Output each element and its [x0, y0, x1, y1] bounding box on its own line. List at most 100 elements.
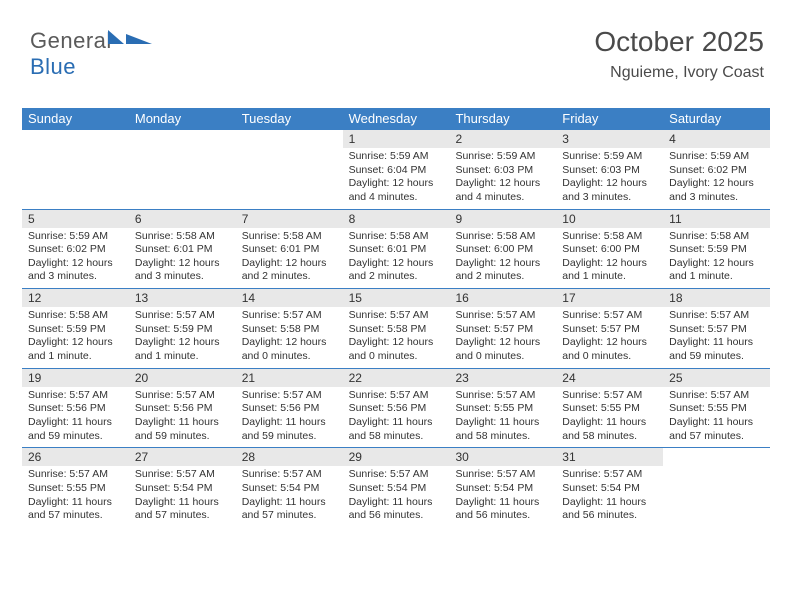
sunrise-text: Sunrise: 5:58 AM [669, 230, 764, 244]
daylight-text: Daylight: 12 hours and 3 minutes. [28, 257, 123, 284]
daylight-text: Daylight: 12 hours and 0 minutes. [349, 336, 444, 363]
sunset-text: Sunset: 5:54 PM [455, 482, 550, 496]
day-details: Sunrise: 5:57 AMSunset: 5:57 PMDaylight:… [556, 307, 663, 368]
day-details: Sunrise: 5:57 AMSunset: 5:55 PMDaylight:… [556, 387, 663, 448]
calendar-day: 9Sunrise: 5:58 AMSunset: 6:00 PMDaylight… [449, 210, 556, 289]
brand-part2: Blue [30, 54, 76, 79]
sunset-text: Sunset: 6:03 PM [455, 164, 550, 178]
day-number: 8 [343, 210, 450, 228]
sunset-text: Sunset: 5:55 PM [455, 402, 550, 416]
weekday-label: Sunday [22, 108, 129, 130]
calendar-day: 21Sunrise: 5:57 AMSunset: 5:56 PMDayligh… [236, 369, 343, 448]
day-number: 11 [663, 210, 770, 228]
calendar-week: 19Sunrise: 5:57 AMSunset: 5:56 PMDayligh… [22, 368, 770, 448]
sunset-text: Sunset: 5:59 PM [669, 243, 764, 257]
day-details: Sunrise: 5:57 AMSunset: 5:55 PMDaylight:… [449, 387, 556, 448]
daylight-text: Daylight: 12 hours and 2 minutes. [349, 257, 444, 284]
day-details: Sunrise: 5:57 AMSunset: 5:57 PMDaylight:… [449, 307, 556, 368]
day-details: Sunrise: 5:58 AMSunset: 5:59 PMDaylight:… [22, 307, 129, 368]
day-details: Sunrise: 5:57 AMSunset: 5:57 PMDaylight:… [663, 307, 770, 368]
day-details: Sunrise: 5:57 AMSunset: 5:54 PMDaylight:… [129, 466, 236, 527]
calendar-day: 12Sunrise: 5:58 AMSunset: 5:59 PMDayligh… [22, 289, 129, 368]
daylight-text: Daylight: 11 hours and 57 minutes. [28, 496, 123, 523]
day-number: 23 [449, 369, 556, 387]
daylight-text: Daylight: 11 hours and 57 minutes. [135, 496, 230, 523]
day-details: Sunrise: 5:59 AMSunset: 6:03 PMDaylight:… [556, 148, 663, 209]
daylight-text: Daylight: 12 hours and 4 minutes. [349, 177, 444, 204]
day-number: 9 [449, 210, 556, 228]
day-number: 17 [556, 289, 663, 307]
daylight-text: Daylight: 12 hours and 2 minutes. [242, 257, 337, 284]
day-number: 2 [449, 130, 556, 148]
day-number: 27 [129, 448, 236, 466]
daylight-text: Daylight: 12 hours and 1 minute. [669, 257, 764, 284]
sunrise-text: Sunrise: 5:57 AM [242, 468, 337, 482]
sunset-text: Sunset: 5:57 PM [562, 323, 657, 337]
calendar-day: 31Sunrise: 5:57 AMSunset: 5:54 PMDayligh… [556, 448, 663, 527]
daylight-text: Daylight: 11 hours and 56 minutes. [562, 496, 657, 523]
day-details: Sunrise: 5:57 AMSunset: 5:55 PMDaylight:… [22, 466, 129, 527]
sunrise-text: Sunrise: 5:58 AM [242, 230, 337, 244]
daylight-text: Daylight: 11 hours and 59 minutes. [135, 416, 230, 443]
calendar-day: 27Sunrise: 5:57 AMSunset: 5:54 PMDayligh… [129, 448, 236, 527]
day-number: 7 [236, 210, 343, 228]
daylight-text: Daylight: 12 hours and 1 minute. [28, 336, 123, 363]
sunrise-text: Sunrise: 5:57 AM [242, 389, 337, 403]
daylight-text: Daylight: 12 hours and 4 minutes. [455, 177, 550, 204]
daylight-text: Daylight: 12 hours and 0 minutes. [455, 336, 550, 363]
calendar-day: 30Sunrise: 5:57 AMSunset: 5:54 PMDayligh… [449, 448, 556, 527]
sunset-text: Sunset: 6:00 PM [562, 243, 657, 257]
calendar-day: 3Sunrise: 5:59 AMSunset: 6:03 PMDaylight… [556, 130, 663, 209]
day-number: 18 [663, 289, 770, 307]
daylight-text: Daylight: 11 hours and 56 minutes. [455, 496, 550, 523]
sunrise-text: Sunrise: 5:57 AM [455, 309, 550, 323]
day-number: 15 [343, 289, 450, 307]
sunrise-text: Sunrise: 5:59 AM [349, 150, 444, 164]
calendar-day: 19Sunrise: 5:57 AMSunset: 5:56 PMDayligh… [22, 369, 129, 448]
logo-triangle-icon [126, 34, 152, 44]
sunset-text: Sunset: 5:57 PM [669, 323, 764, 337]
sunrise-text: Sunrise: 5:58 AM [28, 309, 123, 323]
sunrise-text: Sunrise: 5:57 AM [28, 389, 123, 403]
daylight-text: Daylight: 12 hours and 0 minutes. [242, 336, 337, 363]
sunrise-text: Sunrise: 5:57 AM [242, 309, 337, 323]
daylight-text: Daylight: 12 hours and 3 minutes. [669, 177, 764, 204]
day-details: Sunrise: 5:57 AMSunset: 5:55 PMDaylight:… [663, 387, 770, 448]
daylight-text: Daylight: 11 hours and 59 minutes. [28, 416, 123, 443]
calendar-day: 2Sunrise: 5:59 AMSunset: 6:03 PMDaylight… [449, 130, 556, 209]
sunset-text: Sunset: 5:58 PM [349, 323, 444, 337]
day-details: Sunrise: 5:57 AMSunset: 5:54 PMDaylight:… [449, 466, 556, 527]
calendar-day: 11 Sunrise: 5:58 AMSunset: 5:59 PMDayligh… [663, 210, 770, 289]
sunset-text: Sunset: 6:02 PM [28, 243, 123, 257]
calendar-day: 28Sunrise: 5:57 AMSunset: 5:54 PMDayligh… [236, 448, 343, 527]
calendar-day: 6Sunrise: 5:58 AMSunset: 6:01 PMDaylight… [129, 210, 236, 289]
sunset-text: Sunset: 5:59 PM [28, 323, 123, 337]
day-details: Sunrise: 5:57 AMSunset: 5:56 PMDaylight:… [129, 387, 236, 448]
sunset-text: Sunset: 5:58 PM [242, 323, 337, 337]
daylight-text: Daylight: 11 hours and 58 minutes. [455, 416, 550, 443]
day-details: Sunrise: 5:57 AMSunset: 5:59 PMDaylight:… [129, 307, 236, 368]
sunset-text: Sunset: 5:55 PM [562, 402, 657, 416]
day-number: 28 [236, 448, 343, 466]
calendar-day: 24Sunrise: 5:57 AMSunset: 5:55 PMDayligh… [556, 369, 663, 448]
day-number: 5 [22, 210, 129, 228]
day-details: Sunrise: 5:57 AMSunset: 5:54 PMDaylight:… [343, 466, 450, 527]
calendar-day: 17Sunrise: 5:57 AMSunset: 5:57 PMDayligh… [556, 289, 663, 368]
calendar-day: 18Sunrise: 5:57 AMSunset: 5:57 PMDayligh… [663, 289, 770, 368]
sunrise-text: Sunrise: 5:59 AM [669, 150, 764, 164]
daylight-text: Daylight: 11 hours and 58 minutes. [349, 416, 444, 443]
sunrise-text: Sunrise: 5:58 AM [455, 230, 550, 244]
sunset-text: Sunset: 5:56 PM [28, 402, 123, 416]
day-number [663, 448, 770, 452]
sunrise-text: Sunrise: 5:57 AM [135, 468, 230, 482]
day-details: Sunrise: 5:57 AMSunset: 5:58 PMDaylight:… [236, 307, 343, 368]
sunset-text: Sunset: 6:01 PM [349, 243, 444, 257]
day-number: 30 [449, 448, 556, 466]
sunset-text: Sunset: 6:03 PM [562, 164, 657, 178]
sunset-text: Sunset: 6:00 PM [455, 243, 550, 257]
sunset-text: Sunset: 5:56 PM [349, 402, 444, 416]
brand-part1: General [30, 28, 112, 53]
day-details: Sunrise: 5:59 AMSunset: 6:02 PMDaylight:… [22, 228, 129, 289]
sunset-text: Sunset: 5:55 PM [28, 482, 123, 496]
daylight-text: Daylight: 11 hours and 59 minutes. [669, 336, 764, 363]
